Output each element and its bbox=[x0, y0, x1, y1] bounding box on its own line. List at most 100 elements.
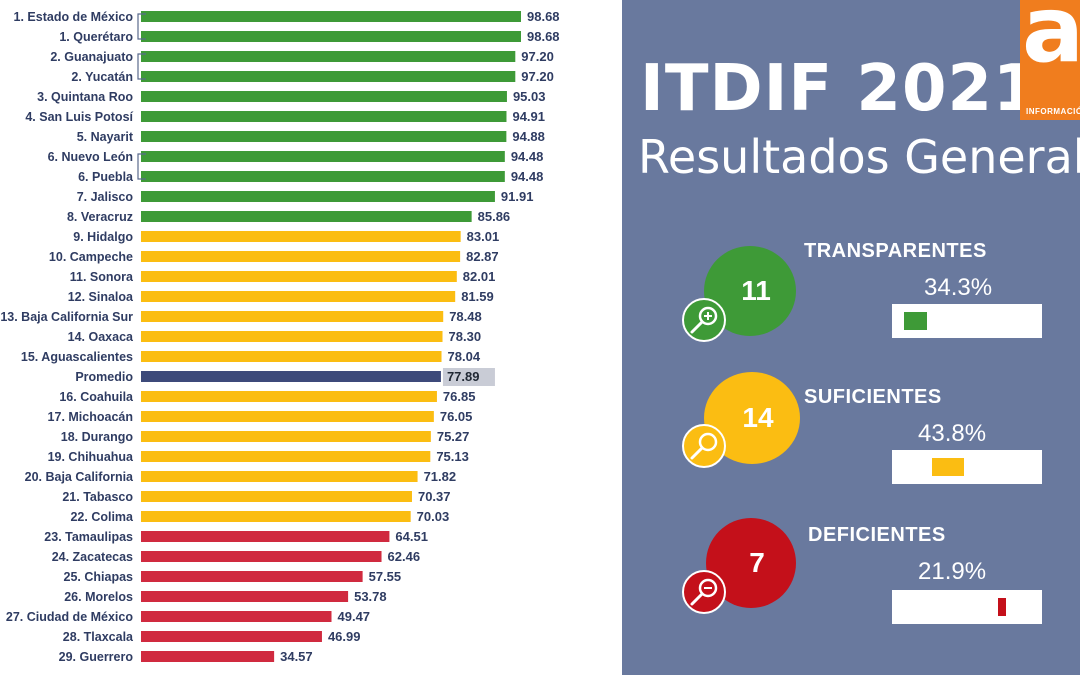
bar-12 bbox=[141, 231, 461, 242]
bar-16 bbox=[141, 311, 444, 322]
bar-32 bbox=[141, 631, 322, 642]
value-label: 78.30 bbox=[449, 329, 482, 344]
category-label: 17. Michoacán bbox=[48, 410, 133, 424]
bar-23 bbox=[141, 451, 431, 462]
category-label: 13. Baja California Sur bbox=[0, 310, 133, 324]
value-label: 77.89 bbox=[447, 369, 480, 384]
category-label: 22. Colima bbox=[70, 510, 134, 524]
category-label: 1. Estado de México bbox=[14, 10, 134, 24]
deficientes-progress-fill bbox=[998, 598, 1006, 616]
suficientes-progress bbox=[892, 450, 1042, 484]
bar-6 bbox=[141, 111, 507, 122]
value-label: 57.55 bbox=[369, 569, 402, 584]
value-label: 97.20 bbox=[521, 49, 554, 64]
bar-18 bbox=[141, 351, 442, 362]
value-label: 94.88 bbox=[512, 129, 545, 144]
value-label: 94.48 bbox=[511, 169, 544, 184]
category-label: 7. Jalisco bbox=[77, 190, 134, 204]
value-label: 75.27 bbox=[437, 429, 470, 444]
value-label: 49.47 bbox=[338, 609, 371, 624]
value-label: 81.59 bbox=[461, 289, 494, 304]
suficientes-progress-fill bbox=[932, 458, 964, 476]
value-label: 76.85 bbox=[443, 389, 476, 404]
brand-logo: a INFORMACIÓN bbox=[1020, 0, 1080, 120]
tie-bracket bbox=[137, 53, 146, 80]
value-label: 53.78 bbox=[354, 589, 387, 604]
bar-2 bbox=[141, 31, 521, 42]
value-label: 94.91 bbox=[512, 109, 545, 124]
bar-7 bbox=[141, 131, 507, 142]
category-label: 1. Querétaro bbox=[59, 30, 133, 44]
transparentes-progress-fill bbox=[904, 312, 927, 330]
bar-17 bbox=[141, 331, 443, 342]
category-label: 6. Nuevo León bbox=[48, 150, 133, 164]
value-label: 82.01 bbox=[463, 269, 496, 284]
transparentes-progress bbox=[892, 304, 1042, 338]
bar-14 bbox=[141, 271, 457, 282]
category-label: 21. Tabasco bbox=[62, 490, 133, 504]
category-label: 28. Tlaxcala bbox=[63, 630, 134, 644]
bar-13 bbox=[141, 251, 461, 262]
bar-3 bbox=[141, 51, 516, 62]
deficientes-progress bbox=[892, 590, 1042, 624]
value-label: 64.51 bbox=[395, 529, 428, 544]
summary-panel: ITDIF 2021 Resultados Generales a INFORM… bbox=[622, 0, 1080, 675]
value-label: 62.46 bbox=[388, 549, 421, 564]
bar-21 bbox=[141, 411, 434, 422]
bar-20 bbox=[141, 391, 437, 402]
category-label: Promedio bbox=[75, 370, 133, 384]
bar-19 bbox=[141, 371, 441, 382]
bar-25 bbox=[141, 491, 412, 502]
value-label: 82.87 bbox=[466, 249, 499, 264]
bar-8 bbox=[141, 151, 505, 162]
bar-4 bbox=[141, 71, 516, 82]
value-label: 98.68 bbox=[527, 29, 560, 44]
category-label: 2. Yucatán bbox=[71, 70, 133, 84]
category-label: 8. Veracruz bbox=[67, 210, 133, 224]
category-label: 29. Guerrero bbox=[59, 650, 134, 664]
value-label: 71.82 bbox=[424, 469, 457, 484]
deficientes-count: 7 bbox=[749, 547, 765, 578]
logo-text: INFORMACIÓN bbox=[1026, 107, 1080, 116]
average-highlight bbox=[442, 368, 495, 386]
category-label: 5. Nayarit bbox=[77, 130, 134, 144]
zoom-in-icon bbox=[682, 298, 726, 342]
deficientes-label: DEFICIENTES bbox=[808, 524, 946, 546]
category-label: 18. Durango bbox=[61, 430, 134, 444]
bar-33 bbox=[141, 651, 275, 662]
value-label: 98.68 bbox=[527, 9, 560, 24]
value-label: 78.48 bbox=[449, 309, 482, 324]
transparentes-label: TRANSPARENTES bbox=[804, 240, 987, 262]
value-label: 76.05 bbox=[440, 409, 473, 424]
transparentes-count: 11 bbox=[741, 275, 771, 306]
bar-1 bbox=[141, 11, 521, 22]
bar-10 bbox=[141, 191, 495, 202]
bar-24 bbox=[141, 471, 418, 482]
category-label: 15. Aguascalientes bbox=[21, 350, 133, 364]
bar-11 bbox=[141, 211, 472, 222]
bar-28 bbox=[141, 551, 382, 562]
value-label: 34.57 bbox=[280, 649, 313, 664]
category-label: 12. Sinaloa bbox=[68, 290, 134, 304]
bar-9 bbox=[141, 171, 505, 182]
suficientes-percent: 43.8% bbox=[918, 420, 987, 447]
category-label: 27. Ciudad de México bbox=[6, 610, 133, 624]
value-label: 83.01 bbox=[467, 229, 500, 244]
value-label: 95.03 bbox=[513, 89, 546, 104]
category-label: 9. Hidalgo bbox=[73, 230, 133, 244]
zoom-out-icon bbox=[682, 570, 726, 614]
value-label: 75.13 bbox=[436, 449, 469, 464]
value-label: 70.03 bbox=[417, 509, 450, 524]
category-label: 4. San Luis Potosí bbox=[25, 110, 133, 124]
magnifier-icon bbox=[682, 424, 726, 468]
category-label: 2. Guanajuato bbox=[50, 50, 133, 64]
category-label: 10. Campeche bbox=[49, 250, 133, 264]
category-label: 19. Chihuahua bbox=[48, 450, 134, 464]
bar-31 bbox=[141, 611, 332, 622]
category-label: 24. Zacatecas bbox=[52, 550, 133, 564]
value-label: 91.91 bbox=[501, 189, 534, 204]
page-subtitle: Resultados Generales bbox=[638, 130, 1080, 184]
bar-chart: 1. Estado de México 98.68 1. Querétaro 98.6… bbox=[0, 9, 560, 664]
category-label: 25. Chiapas bbox=[64, 570, 134, 584]
tie-bracket bbox=[137, 153, 146, 180]
